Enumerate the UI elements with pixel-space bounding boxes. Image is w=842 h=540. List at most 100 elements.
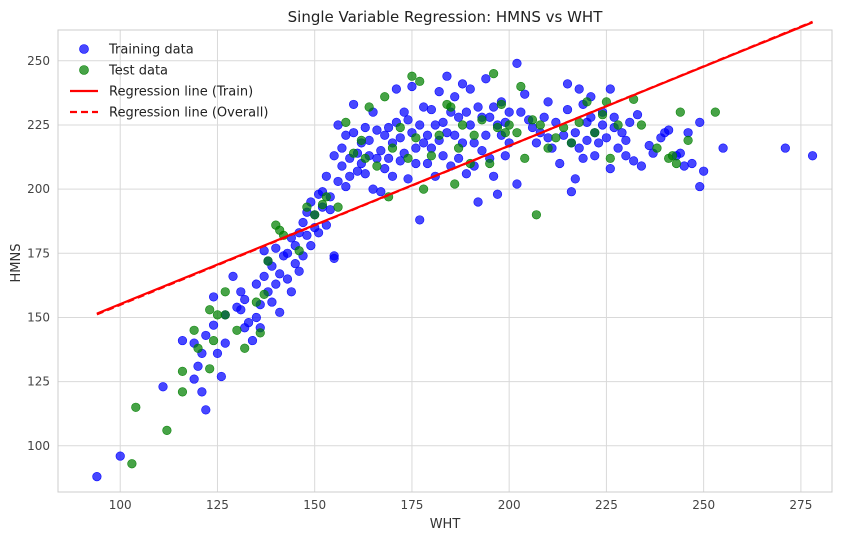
test-point <box>446 102 456 112</box>
training-point <box>570 128 580 138</box>
training-point <box>434 86 444 97</box>
x-tick-label: 275 <box>789 498 812 512</box>
legend-marker <box>79 65 89 75</box>
test-point <box>485 158 495 169</box>
training-point <box>590 151 600 161</box>
x-axis-label: WHT <box>430 517 461 532</box>
training-point <box>419 102 429 112</box>
training-point <box>422 158 433 169</box>
test-point <box>220 287 230 297</box>
training-point <box>380 130 390 140</box>
test-point <box>395 122 405 133</box>
test-point <box>469 130 479 140</box>
y-tick-label: 125 <box>27 375 50 389</box>
test-point <box>259 289 269 299</box>
test-point <box>454 143 464 153</box>
training-point <box>454 112 464 122</box>
test-point <box>710 107 720 117</box>
training-point <box>271 243 281 253</box>
training-point <box>333 176 343 187</box>
test-point <box>380 92 390 102</box>
training-point <box>376 187 386 197</box>
test-point <box>251 297 261 307</box>
training-point <box>636 161 647 171</box>
training-point <box>376 146 386 156</box>
training-point <box>621 151 631 161</box>
training-point <box>543 133 553 143</box>
test-point <box>605 153 615 163</box>
training-point <box>621 135 631 145</box>
training-point <box>461 169 471 179</box>
training-point <box>228 271 238 282</box>
test-point <box>597 110 608 120</box>
training-point <box>290 258 300 269</box>
training-point <box>430 120 440 130</box>
training-point <box>485 112 495 122</box>
test-point <box>667 151 678 161</box>
training-point <box>562 79 573 89</box>
training-point <box>664 125 674 135</box>
training-point <box>298 217 308 228</box>
test-point <box>636 120 647 130</box>
training-point <box>236 287 246 297</box>
test-point <box>415 76 425 86</box>
training-point <box>193 361 203 371</box>
training-point <box>718 143 728 153</box>
y-axis-label: HMNS <box>9 244 24 283</box>
y-tick-label: 200 <box>27 182 50 196</box>
training-point <box>539 112 549 122</box>
training-point <box>384 153 394 163</box>
test-point <box>516 81 526 92</box>
training-point <box>286 287 296 297</box>
training-point <box>500 151 510 161</box>
test-point <box>360 153 370 163</box>
test-point <box>434 130 444 140</box>
training-point <box>504 107 514 117</box>
test-point <box>240 343 250 353</box>
training-point <box>197 387 207 397</box>
training-point <box>807 151 818 161</box>
test-point <box>504 120 514 130</box>
test-point <box>310 210 320 220</box>
x-tick-label: 100 <box>109 498 132 512</box>
training-point <box>512 179 522 189</box>
training-point <box>407 81 417 92</box>
training-point <box>473 102 483 112</box>
y-tick-label: 225 <box>27 118 50 132</box>
training-point <box>695 117 705 127</box>
training-point <box>457 79 468 89</box>
training-point <box>461 107 471 117</box>
axis-frame <box>57 29 833 493</box>
training-point <box>267 297 277 307</box>
test-point <box>407 71 417 81</box>
training-point <box>477 146 487 156</box>
training-point <box>481 74 491 84</box>
training-point <box>578 153 588 163</box>
training-point <box>208 320 219 330</box>
training-point <box>313 228 324 238</box>
training-point <box>201 405 211 415</box>
training-point <box>384 122 394 133</box>
training-point <box>543 97 553 107</box>
test-point <box>177 366 188 376</box>
training-point <box>372 153 382 163</box>
training-point <box>442 71 452 81</box>
test-point <box>551 133 561 143</box>
test-point <box>496 99 506 110</box>
test-point <box>426 151 436 161</box>
training-point <box>625 117 635 127</box>
training-point <box>465 120 475 130</box>
training-point <box>574 84 584 94</box>
test-point <box>527 115 538 125</box>
test-point <box>457 120 468 130</box>
test-point <box>263 256 273 266</box>
training-point <box>177 335 188 346</box>
training-point <box>450 92 460 102</box>
test-point <box>387 143 398 153</box>
test-point <box>348 148 359 158</box>
training-point <box>360 122 370 133</box>
training-point <box>345 171 355 181</box>
training-point <box>240 294 250 305</box>
training-point <box>597 120 608 130</box>
